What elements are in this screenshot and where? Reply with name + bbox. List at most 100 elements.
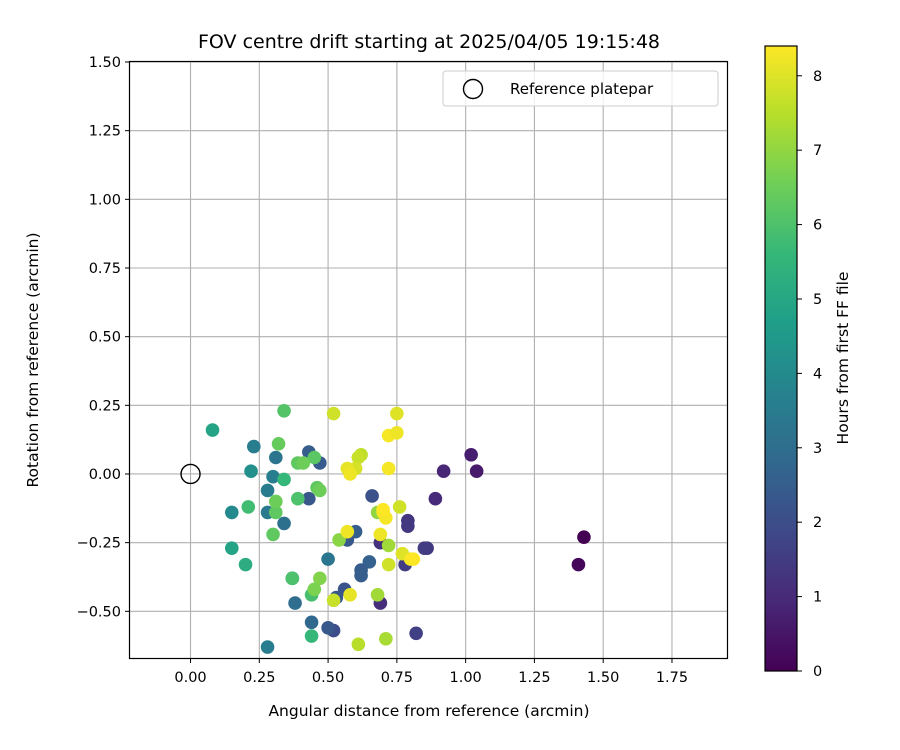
data-point xyxy=(291,491,305,506)
data-point xyxy=(401,519,415,533)
data-points xyxy=(205,404,591,654)
reference-platepar-marker xyxy=(180,463,201,485)
data-point xyxy=(238,557,253,572)
data-point xyxy=(260,640,275,654)
data-point xyxy=(571,557,586,572)
legend-label: Reference platepar xyxy=(510,80,654,98)
data-point xyxy=(285,571,300,586)
colorbar: 0 1 2 3 4 5 6 7 8 Hours from first FF file xyxy=(764,45,852,680)
data-point xyxy=(266,527,280,542)
data-point xyxy=(464,447,478,462)
data-point xyxy=(436,464,451,479)
data-point xyxy=(224,505,239,520)
colorbar-tick-label: 2 xyxy=(813,515,822,531)
data-point xyxy=(313,571,327,586)
data-point xyxy=(340,524,355,539)
y-tick-label: −0.25 xyxy=(77,536,121,552)
x-tick-label: 1.25 xyxy=(518,670,550,686)
data-point xyxy=(277,516,291,531)
data-point xyxy=(304,615,319,630)
data-point xyxy=(269,450,283,465)
reference-marker-group xyxy=(180,463,201,485)
data-point xyxy=(390,406,404,421)
data-point xyxy=(379,631,393,646)
data-point xyxy=(370,588,385,602)
data-point xyxy=(247,439,261,454)
data-point xyxy=(332,533,346,547)
data-point xyxy=(376,502,390,517)
data-point xyxy=(304,629,319,643)
colorbar-tick-label: 3 xyxy=(813,441,822,457)
x-tick-label: 1.50 xyxy=(587,670,619,686)
x-tick-label: 1.00 xyxy=(449,670,481,686)
colorbar-tick-label: 0 xyxy=(813,664,822,680)
x-tick-label: 0.75 xyxy=(381,670,413,686)
data-point xyxy=(288,596,302,610)
data-point xyxy=(351,450,366,465)
data-point xyxy=(269,505,283,520)
data-point xyxy=(392,500,407,514)
data-point xyxy=(577,530,591,544)
data-point xyxy=(277,472,291,487)
data-point xyxy=(343,588,357,602)
y-tick-label: 1.50 xyxy=(89,55,121,71)
data-point xyxy=(351,637,366,652)
y-axis-ticks: 1.50 1.25 1.00 0.75 0.50 0.25 0.00 −0.25 −0.50 xyxy=(77,55,130,620)
y-tick-label: 0.00 xyxy=(89,467,121,483)
data-point xyxy=(205,423,220,437)
y-tick-label: 0.75 xyxy=(89,261,121,277)
data-point xyxy=(409,626,423,641)
colorbar-ticks: 0 1 2 3 4 5 6 7 8 xyxy=(797,69,822,680)
data-point xyxy=(302,491,316,506)
x-tick-label: 0.00 xyxy=(174,670,206,686)
x-tick-label: 1.75 xyxy=(656,670,688,686)
data-point xyxy=(296,456,311,470)
colorbar-gradient xyxy=(764,45,798,672)
colorbar-label: Hours from first FF file xyxy=(834,272,852,445)
y-axis-label: Rotation from reference (arcmin) xyxy=(24,232,42,487)
colorbar-tick-label: 7 xyxy=(813,143,822,159)
legend-reference-marker-icon xyxy=(462,78,484,100)
data-point xyxy=(362,555,377,569)
data-point xyxy=(381,538,396,553)
y-tick-label: 0.25 xyxy=(89,398,121,414)
data-point xyxy=(469,464,484,479)
x-axis-label: Angular distance from reference (arcmin) xyxy=(268,702,589,720)
data-point xyxy=(343,467,357,481)
y-tick-label: 1.25 xyxy=(89,124,121,140)
data-point xyxy=(428,491,443,506)
data-point xyxy=(365,489,379,503)
data-point xyxy=(307,582,322,597)
data-point xyxy=(406,552,421,566)
data-point xyxy=(354,568,368,583)
colorbar-tick-label: 8 xyxy=(813,69,822,85)
data-point xyxy=(390,425,404,440)
colorbar-tick-label: 5 xyxy=(813,292,822,308)
data-point xyxy=(224,541,239,555)
x-tick-label: 0.50 xyxy=(312,670,344,686)
data-point xyxy=(241,500,256,514)
data-point xyxy=(244,464,258,479)
data-point xyxy=(260,483,275,498)
y-tick-label: 0.50 xyxy=(89,330,121,346)
data-point xyxy=(277,404,291,418)
data-point xyxy=(269,494,283,509)
data-point xyxy=(381,461,396,476)
data-point xyxy=(313,483,327,498)
data-point xyxy=(266,469,280,484)
colorbar-tick-label: 4 xyxy=(813,366,822,382)
x-tick-label: 0.25 xyxy=(243,670,275,686)
data-point xyxy=(381,557,396,572)
chart-title: FOV centre drift starting at 2025/04/05 … xyxy=(198,31,660,53)
legend-box xyxy=(442,70,719,107)
colorbar-tick-label: 1 xyxy=(813,590,822,606)
y-tick-label: −0.50 xyxy=(77,604,121,620)
y-tick-label: 1.00 xyxy=(89,192,121,208)
data-point xyxy=(321,552,335,566)
plot-frame xyxy=(128,60,729,660)
data-point xyxy=(373,527,388,542)
data-point xyxy=(326,593,341,608)
data-point xyxy=(321,620,335,635)
